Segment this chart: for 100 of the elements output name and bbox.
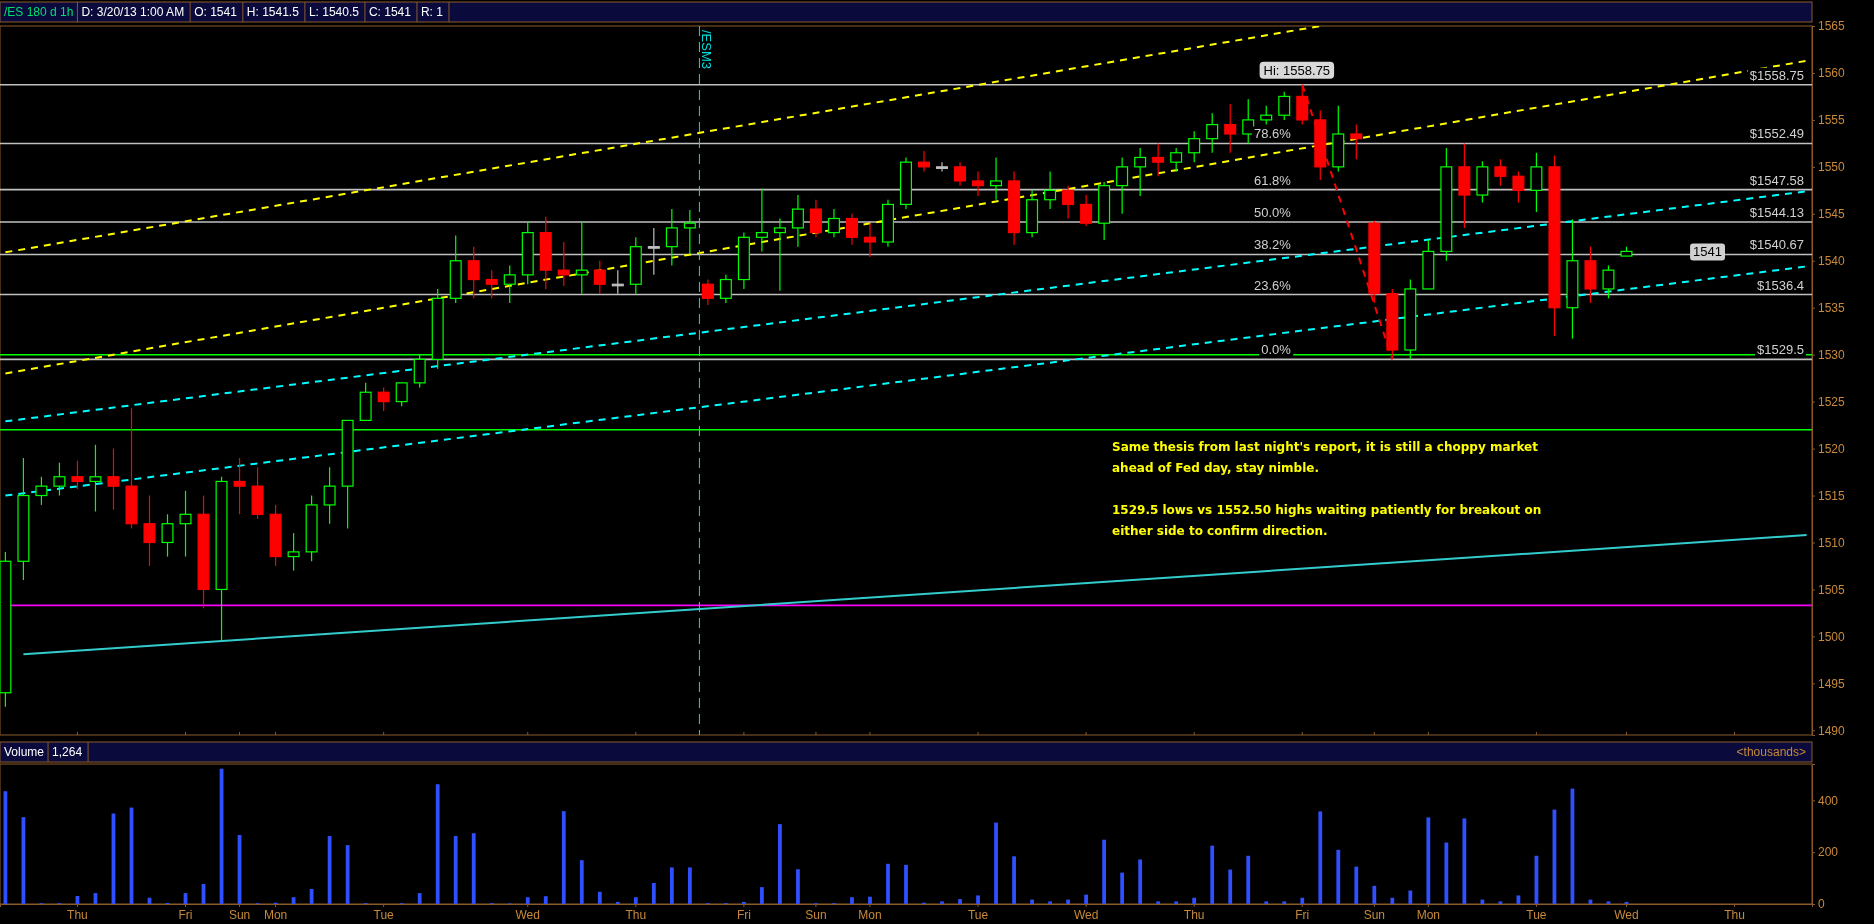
candlestick: [395, 382, 408, 407]
candlestick: [1116, 156, 1129, 215]
ref-line-label: $1536.4: [1757, 277, 1804, 293]
bar: [1012, 856, 1016, 904]
x-tick-label: Thu: [1724, 907, 1745, 922]
bar: [940, 901, 944, 904]
bar: [958, 899, 962, 904]
x-tick-label: Tue: [967, 907, 989, 922]
y-tick-label: 1565: [1818, 19, 1846, 34]
annotation: 38.2%: [1253, 237, 1292, 253]
annotation: 1541: [1693, 244, 1722, 260]
candlestick: [53, 462, 66, 497]
text: 1,264: [52, 745, 83, 759]
bar: [1390, 897, 1395, 904]
bar: [579, 860, 584, 904]
x-tick-label: Sun: [228, 907, 251, 922]
candlestick: [990, 156, 1003, 201]
candlestick: [1224, 103, 1237, 154]
bar: [1120, 872, 1125, 904]
y-tick-label: 400: [1818, 793, 1839, 808]
candlestick: [287, 532, 300, 572]
candlestick: [1170, 147, 1183, 173]
y-tick-label: 1530: [1818, 348, 1846, 363]
x-tick-label: Mon: [858, 907, 882, 922]
candlestick: [323, 466, 336, 525]
candlestick: [1494, 158, 1507, 187]
candlestick: [593, 260, 606, 295]
bar: [1174, 901, 1179, 904]
bar: [453, 836, 458, 904]
bar: [1498, 901, 1503, 904]
y-tick-label: 1500: [1818, 629, 1846, 644]
bar: [1606, 901, 1611, 904]
y-tick-label: 1545: [1818, 207, 1846, 222]
text: O: 1541: [194, 5, 238, 19]
bar: [904, 864, 908, 904]
candlestick: [1152, 142, 1165, 177]
ref-line-label: $1529.5: [1757, 342, 1804, 358]
candlestick: [665, 208, 678, 267]
candlestick: [1134, 147, 1147, 197]
x-tick-label: Thu: [625, 907, 647, 922]
x-tick-label: Tue: [373, 907, 395, 922]
bar: [687, 867, 692, 904]
ref-line-label: $1544.13: [1749, 204, 1804, 220]
bar: [1408, 890, 1413, 904]
y-tick-label: 1490: [1818, 723, 1846, 738]
bar: [1318, 811, 1323, 904]
bar: [796, 869, 800, 904]
bar: [760, 887, 764, 904]
text: D: 3/20/13 1:00 AM: [81, 5, 185, 19]
bar: [850, 897, 854, 904]
annotation: 61.8%: [1253, 172, 1292, 188]
ref-line-label: $1552.49: [1749, 126, 1804, 142]
x-tick-label: Wed: [515, 907, 540, 922]
x-tick-label: Mon: [263, 907, 288, 922]
x-tick-label: Sun: [805, 907, 827, 922]
x-tick-label: Fri: [1295, 907, 1310, 922]
bar: [1462, 818, 1467, 904]
bar: [976, 895, 980, 904]
bar: [886, 863, 890, 904]
bar: [1138, 859, 1143, 904]
candlestick: [827, 208, 840, 238]
bar: [1210, 845, 1215, 904]
bar: [1228, 869, 1233, 904]
annotation: /ESM3: [699, 30, 715, 70]
x-tick-label: Wed: [1614, 907, 1639, 922]
y-tick-label: 200: [1818, 845, 1839, 860]
bar: [868, 896, 872, 904]
x-tick-label: Wed: [1073, 907, 1099, 922]
x-tick-label: Sun: [1363, 907, 1385, 922]
bar: [1354, 866, 1359, 904]
candlestick: [503, 264, 516, 304]
y-axis-title: <thousands>: [1736, 745, 1806, 759]
bar: [1156, 901, 1161, 904]
candlestick: [1602, 264, 1615, 299]
candlestick: [1206, 112, 1219, 154]
candlestick: [575, 220, 588, 295]
x-tick-label: Fri: [736, 907, 751, 922]
bar: [1264, 901, 1269, 904]
bar: [561, 811, 566, 904]
candlestick: [143, 494, 156, 567]
y-tick-label: 1535: [1818, 301, 1846, 316]
y-tick-label: 1555: [1818, 113, 1846, 128]
bar: [597, 891, 602, 904]
annotation: Same thesis from last night's report, it is still a choppy market ahead of Fed day, stay nimble.: [1112, 440, 1539, 476]
candlestick: [485, 269, 498, 299]
candlestick: [1062, 185, 1075, 220]
bar: [1048, 901, 1052, 904]
bar: [1246, 855, 1251, 904]
annotation: 78.6%: [1253, 126, 1292, 142]
y-tick-label: 1540: [1818, 254, 1846, 269]
candlestick: [1512, 170, 1525, 204]
candlestick: [972, 170, 985, 197]
candlestick: [107, 447, 120, 511]
bar: [1444, 842, 1449, 904]
candlestick: [773, 217, 786, 292]
bar: [778, 824, 782, 904]
annotation: 23.6%: [1253, 277, 1292, 293]
candlestick: [377, 386, 390, 412]
candlestick: [1278, 91, 1291, 121]
candlestick: [161, 513, 174, 558]
